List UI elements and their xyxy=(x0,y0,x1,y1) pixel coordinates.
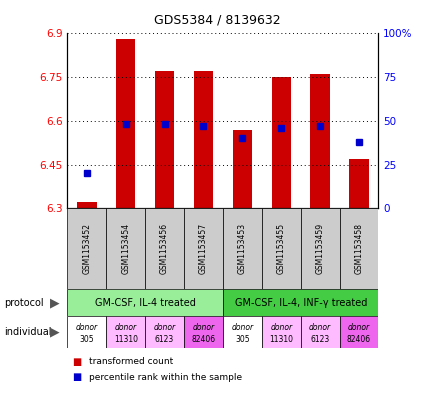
Text: donor: donor xyxy=(309,323,330,332)
Bar xyxy=(232,130,252,208)
Text: GSM1153459: GSM1153459 xyxy=(315,223,324,274)
Text: donor: donor xyxy=(192,323,214,332)
Text: 6123: 6123 xyxy=(310,336,329,344)
Bar xyxy=(349,159,368,208)
Bar xyxy=(310,74,329,208)
Bar xyxy=(77,202,96,208)
Bar xyxy=(222,316,261,348)
Text: donor: donor xyxy=(231,323,253,332)
Text: donor: donor xyxy=(270,323,292,332)
Bar xyxy=(106,316,145,348)
Bar xyxy=(222,289,378,316)
Text: GM-CSF, IL-4, INF-γ treated: GM-CSF, IL-4, INF-γ treated xyxy=(234,298,366,308)
Text: GM-CSF, IL-4 treated: GM-CSF, IL-4 treated xyxy=(95,298,195,308)
Text: GSM1153454: GSM1153454 xyxy=(121,223,130,274)
Bar xyxy=(145,208,184,289)
Text: 82406: 82406 xyxy=(346,336,370,344)
Bar xyxy=(184,208,222,289)
Bar xyxy=(67,316,106,348)
Bar xyxy=(339,316,378,348)
Bar xyxy=(300,208,339,289)
Bar xyxy=(106,208,145,289)
Text: donor: donor xyxy=(76,323,98,332)
Bar xyxy=(339,208,378,289)
Bar xyxy=(67,208,106,289)
Text: ▶: ▶ xyxy=(49,325,59,339)
Text: donor: donor xyxy=(347,323,369,332)
Text: percentile rank within the sample: percentile rank within the sample xyxy=(89,373,242,382)
Text: 305: 305 xyxy=(79,336,94,344)
Text: GSM1153458: GSM1153458 xyxy=(354,223,363,274)
Text: GSM1153456: GSM1153456 xyxy=(160,223,169,274)
Bar xyxy=(300,316,339,348)
Bar xyxy=(116,39,135,208)
Text: ■: ■ xyxy=(72,372,81,382)
Bar xyxy=(222,208,261,289)
Text: 82406: 82406 xyxy=(191,336,215,344)
Text: donor: donor xyxy=(153,323,175,332)
Bar xyxy=(193,71,213,208)
Text: GSM1153452: GSM1153452 xyxy=(82,223,91,274)
Text: GSM1153453: GSM1153453 xyxy=(237,223,247,274)
Text: individual: individual xyxy=(4,327,52,337)
Text: GSM1153457: GSM1153457 xyxy=(198,223,207,274)
Text: 11310: 11310 xyxy=(269,336,293,344)
Bar xyxy=(145,316,184,348)
Bar xyxy=(271,77,290,208)
Bar xyxy=(67,289,222,316)
Text: 6123: 6123 xyxy=(155,336,174,344)
Text: ▶: ▶ xyxy=(49,296,59,309)
Bar xyxy=(155,71,174,208)
Text: GSM1153455: GSM1153455 xyxy=(276,223,285,274)
Text: 11310: 11310 xyxy=(113,336,138,344)
Text: ■: ■ xyxy=(72,356,81,367)
Text: protocol: protocol xyxy=(4,298,44,308)
Bar xyxy=(261,208,300,289)
Bar xyxy=(261,316,300,348)
Text: GDS5384 / 8139632: GDS5384 / 8139632 xyxy=(154,14,280,27)
Bar xyxy=(184,316,222,348)
Text: 305: 305 xyxy=(234,336,249,344)
Text: donor: donor xyxy=(115,323,136,332)
Text: transformed count: transformed count xyxy=(89,357,173,366)
